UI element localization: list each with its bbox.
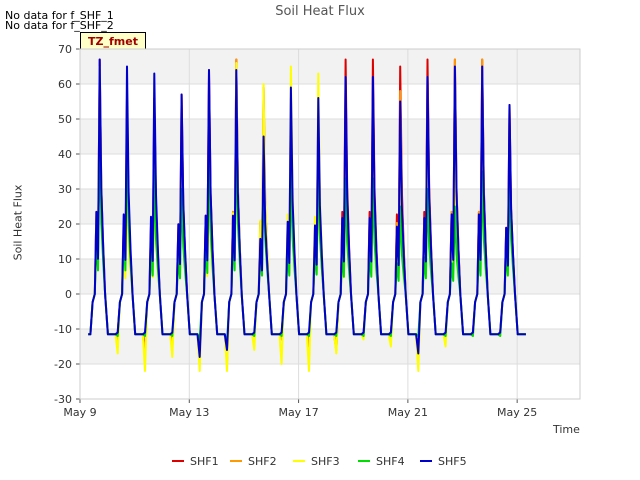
no-data-note-shf1: No data for f_SHF_1 (5, 9, 114, 22)
plot-frame (79, 48, 581, 400)
x-tick-label: May 21 (388, 406, 428, 419)
legend: SHF1 SHF2 SHF3 SHF4 SHF5 (172, 455, 467, 468)
y-tick-label: -20 (54, 358, 72, 371)
x-tick-label: May 25 (497, 406, 537, 419)
band (80, 119, 580, 154)
legend-label-shf5: SHF5 (438, 455, 467, 468)
x-axis-ticks: May 9 May 13 May 17 May 21 May 25 (63, 399, 537, 419)
band (80, 259, 580, 294)
y-tick-label: 30 (58, 183, 72, 196)
y-tick-label: 40 (58, 148, 72, 161)
legend-label-shf2: SHF2 (248, 455, 277, 468)
chart-title: Soil Heat Flux (275, 4, 365, 19)
series-line-shf5 (88, 58, 526, 358)
y-tick-label: -30 (54, 393, 72, 406)
x-tick-label: May 13 (169, 406, 209, 419)
no-data-note-shf2: No data for f_SHF_2 (5, 19, 114, 32)
y-tick-label: -10 (54, 323, 72, 336)
legend-label-shf4: SHF4 (376, 455, 405, 468)
y-tick-label: 20 (58, 218, 72, 231)
timezone-badge: TZ_fmet (80, 32, 146, 51)
y-tick-label: 50 (58, 113, 72, 126)
y-tick-label: 70 (58, 43, 72, 56)
band (80, 49, 580, 84)
legend-label-shf1: SHF1 (190, 455, 219, 468)
x-tick-label: May 17 (278, 406, 318, 419)
x-tick-label: May 9 (63, 406, 96, 419)
y-tick-label: 10 (58, 253, 72, 266)
y-tick-label: 0 (65, 288, 72, 301)
band (80, 189, 580, 224)
y-axis-ticks: -30 -20 -10 0 10 20 30 40 50 60 70 (54, 43, 80, 406)
series-lines (88, 58, 526, 372)
y-tick-label: 60 (58, 78, 72, 91)
legend-label-shf3: SHF3 (311, 455, 340, 468)
x-axis-label: Time (553, 423, 580, 436)
